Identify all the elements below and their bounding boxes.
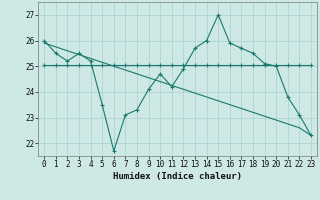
X-axis label: Humidex (Indice chaleur): Humidex (Indice chaleur) — [113, 172, 242, 181]
